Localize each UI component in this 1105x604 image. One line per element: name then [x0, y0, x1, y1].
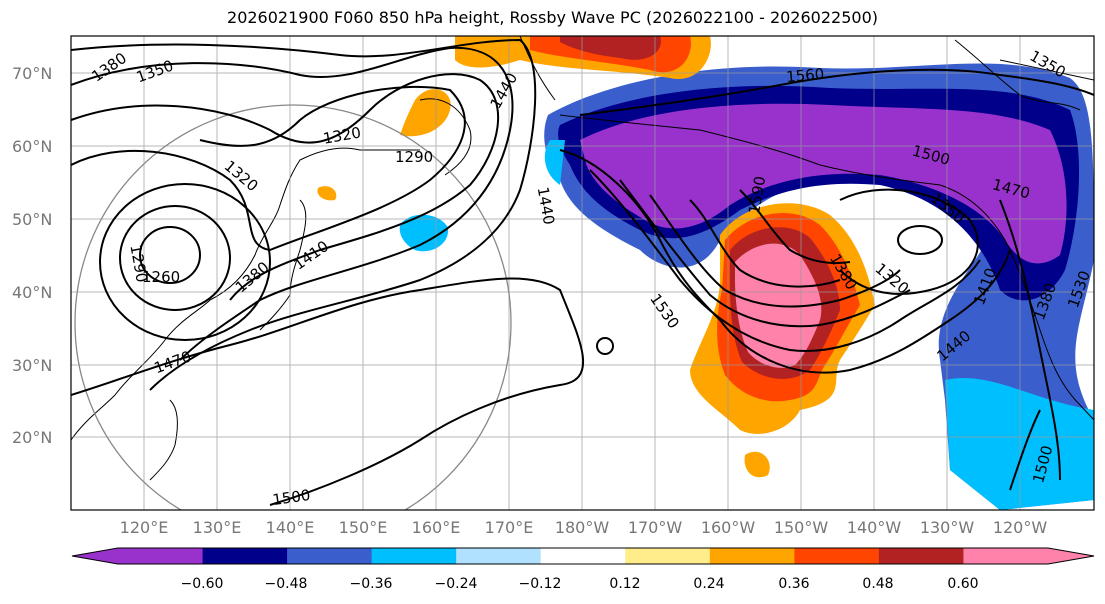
lon-label: 160°W — [701, 518, 756, 537]
colorbar-segment — [118, 548, 204, 564]
colorbar-extend-max — [1048, 548, 1094, 564]
longitude-labels: 120°E 130°E 140°E 150°E 160°E 170°E 180°… — [120, 518, 1048, 537]
colorbar-segment — [963, 548, 1049, 564]
lat-label: 40°N — [12, 283, 52, 302]
lat-label: 50°N — [12, 210, 52, 229]
colorbar-segment — [371, 548, 457, 564]
height-contours — [71, 38, 1094, 506]
lat-label: 60°N — [12, 137, 52, 156]
colorbar-segment — [202, 548, 288, 564]
colorbar-segment — [878, 548, 964, 564]
colorbar — [71, 547, 1095, 565]
colorbar-tick: −0.36 — [350, 576, 393, 592]
colorbar-tick: −0.12 — [519, 576, 562, 592]
colorbar-segment — [456, 548, 542, 564]
colorbar-segment — [709, 548, 795, 564]
lon-label: 120°W — [993, 518, 1048, 537]
colorbar-tick: 0.12 — [609, 576, 640, 592]
colorbar-tick: 0.60 — [947, 576, 978, 592]
lat-label: 70°N — [12, 64, 52, 83]
lat-label: 20°N — [12, 428, 52, 447]
colorbar-tick: −0.60 — [181, 576, 224, 592]
lon-label: 140°E — [266, 518, 315, 537]
lon-label: 170°E — [485, 518, 534, 537]
colorbar-tick: 0.24 — [693, 576, 724, 592]
contour-label: 1560 — [785, 65, 825, 86]
latitude-labels: 70°N 60°N 50°N 40°N 30°N 20°N — [12, 64, 52, 447]
colorbar-tick: −0.48 — [265, 576, 308, 592]
negative-anomaly-region — [399, 63, 1094, 510]
colorbar-segment — [287, 548, 373, 564]
lon-label: 150°E — [339, 518, 388, 537]
contour-label: 1260 — [142, 268, 180, 286]
colorbar-segment — [625, 548, 711, 564]
colorbar-extend-min — [72, 548, 118, 564]
lon-label: 170°W — [628, 518, 683, 537]
lat-label: 30°N — [12, 356, 52, 375]
contour-label: 1290 — [395, 148, 433, 166]
colorbar-tick: 0.36 — [778, 576, 809, 592]
lon-label: 140°W — [847, 518, 902, 537]
colorbar-ticks: −0.60 −0.48 −0.36 −0.24 −0.12 0.12 0.24 … — [181, 576, 979, 592]
colorbar-outline — [71, 547, 1095, 565]
colorbar-tick: 0.48 — [862, 576, 893, 592]
colorbar-segment — [540, 548, 626, 564]
colorbar-tick: −0.24 — [435, 576, 478, 592]
map-title: 2026021900 F060 850 hPa height, Rossby W… — [227, 8, 878, 27]
lon-label: 150°W — [774, 518, 829, 537]
lon-label: 180°W — [555, 518, 610, 537]
lon-label: 130°E — [193, 518, 242, 537]
contour-label: 1500 — [271, 486, 311, 509]
lon-label: 160°E — [412, 518, 461, 537]
reference-circle — [74, 104, 512, 510]
lon-label: 130°W — [920, 518, 975, 537]
colorbar-segment — [794, 548, 880, 564]
lon-label: 120°E — [120, 518, 169, 537]
map-frame — [70, 35, 1095, 511]
